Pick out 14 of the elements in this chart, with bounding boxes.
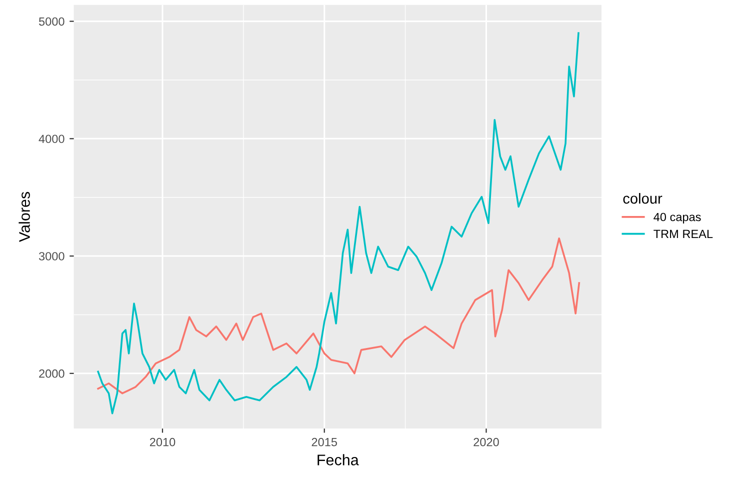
- legend-title: colour: [623, 193, 662, 204]
- line-series: [97, 238, 580, 394]
- line-series: [97, 32, 580, 414]
- y-tick-label: 3000: [38, 252, 64, 260]
- legend-label: 40 capas: [654, 212, 701, 224]
- x-tick-label: 2020: [474, 438, 499, 446]
- y-tick-label: 5000: [38, 17, 64, 26]
- y-axis-title: Valores: [18, 192, 30, 242]
- x-tick-label: 2010: [150, 438, 176, 446]
- y-tick-label: 4000: [38, 134, 64, 144]
- x-tick-label: 2015: [312, 438, 337, 446]
- legend-label: TRM REAL: [654, 230, 713, 238]
- x-axis-title: Fecha: [318, 454, 359, 466]
- y-tick-label: 2000: [39, 369, 64, 378]
